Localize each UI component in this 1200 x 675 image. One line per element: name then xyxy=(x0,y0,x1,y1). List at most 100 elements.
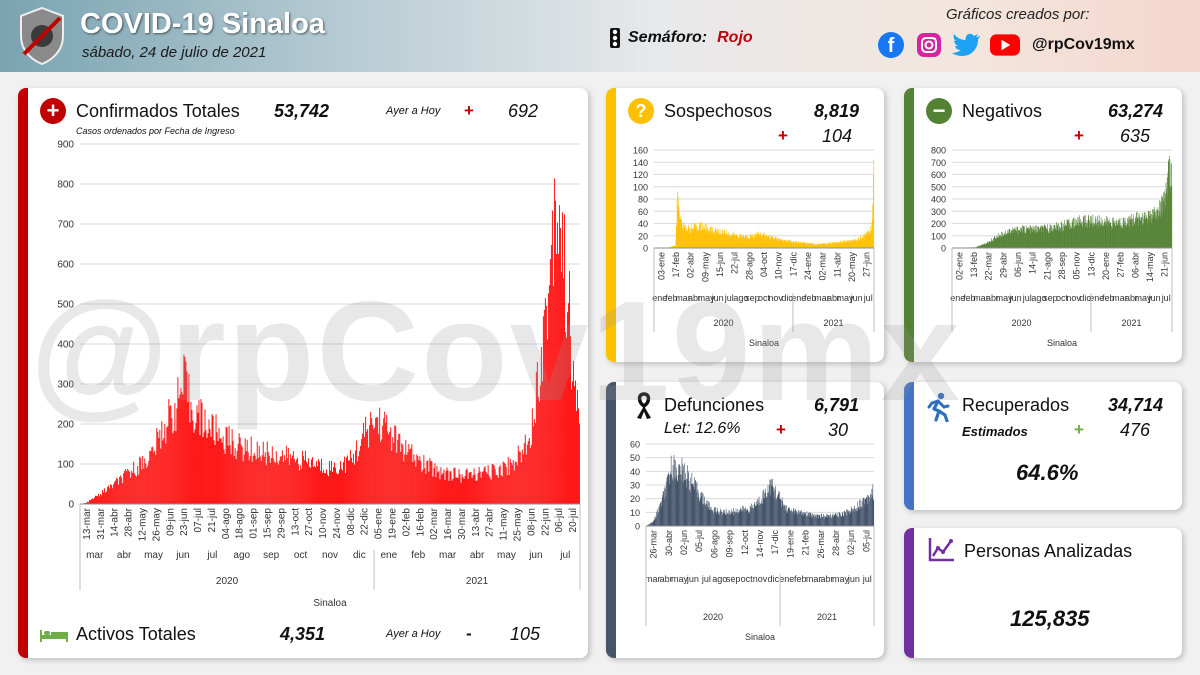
bar xyxy=(999,236,1000,248)
bar xyxy=(862,234,864,248)
bar xyxy=(872,203,874,248)
twitter-handle[interactable]: @rpCov19mx xyxy=(1032,36,1135,53)
negativos-title: Negativos xyxy=(962,101,1043,121)
bar xyxy=(1025,228,1027,248)
bar xyxy=(866,230,868,248)
bar xyxy=(679,218,681,248)
bar xyxy=(849,511,851,526)
bar xyxy=(1036,231,1038,248)
bar xyxy=(729,510,731,526)
month-label: ene xyxy=(791,293,806,303)
bar xyxy=(694,224,695,248)
bar xyxy=(1134,224,1135,248)
bar xyxy=(711,234,713,248)
bar xyxy=(695,482,697,526)
bar xyxy=(715,511,717,526)
month-label: oct xyxy=(1056,293,1069,303)
bar xyxy=(269,462,271,504)
bar xyxy=(846,515,848,526)
year-label: 2020 xyxy=(216,576,239,587)
bar xyxy=(148,460,150,504)
bar xyxy=(722,513,724,526)
bar xyxy=(471,478,473,504)
bar xyxy=(562,278,564,504)
bar xyxy=(733,510,735,526)
bar xyxy=(983,244,984,248)
bar xyxy=(1067,220,1069,248)
bar xyxy=(872,205,873,248)
bar xyxy=(1011,230,1013,248)
bar xyxy=(752,235,753,248)
bar xyxy=(1156,209,1158,248)
bar xyxy=(844,240,845,248)
bar xyxy=(486,473,488,504)
bar xyxy=(721,511,723,526)
bar xyxy=(163,437,165,504)
social-links: f @rpCov19mx xyxy=(876,30,1135,60)
bar xyxy=(1067,219,1069,248)
bar xyxy=(1010,231,1012,248)
bar xyxy=(667,476,669,526)
bar xyxy=(865,498,867,526)
bar xyxy=(1048,233,1050,248)
bar xyxy=(701,223,703,248)
bar xyxy=(821,244,823,248)
bar xyxy=(1162,196,1163,248)
negativos-delta: 635 xyxy=(1120,126,1151,146)
bar xyxy=(393,442,395,504)
bar xyxy=(779,240,780,248)
bar xyxy=(1037,226,1039,248)
bar xyxy=(1120,224,1122,248)
bar xyxy=(742,505,743,526)
bar xyxy=(994,236,996,248)
twitter-icon[interactable] xyxy=(952,30,982,60)
bar xyxy=(734,234,736,248)
bar xyxy=(1130,219,1132,248)
x-tick-label: 04-ago xyxy=(221,508,232,540)
x-tick-label: 02-jun xyxy=(846,530,856,555)
bar xyxy=(289,453,291,504)
bar xyxy=(1125,225,1127,248)
bar xyxy=(854,239,856,248)
activos-total: 4,351 xyxy=(280,624,326,644)
bar xyxy=(728,514,729,526)
bar xyxy=(1013,229,1015,248)
bar xyxy=(688,227,690,248)
bar xyxy=(508,474,510,504)
facebook-icon[interactable]: f xyxy=(876,30,906,60)
bar xyxy=(329,460,330,504)
bar xyxy=(1116,219,1117,248)
bar xyxy=(1105,225,1106,248)
defunciones-card: Defunciones 6,791 Let: 12.6% + 30 0 10 20 3… xyxy=(606,382,884,658)
bar xyxy=(739,511,740,526)
bar xyxy=(514,461,516,504)
bar xyxy=(97,496,99,504)
bar xyxy=(1019,227,1021,248)
bar xyxy=(1115,225,1116,248)
bar xyxy=(803,243,804,248)
bar xyxy=(718,232,720,248)
bar xyxy=(100,494,102,504)
y-tick-label: 100 xyxy=(57,460,74,471)
bar xyxy=(499,465,501,504)
bar xyxy=(857,510,858,526)
bar xyxy=(859,240,860,248)
instagram-icon[interactable] xyxy=(914,30,944,60)
youtube-icon[interactable] xyxy=(990,30,1020,60)
bar xyxy=(841,242,843,248)
bar xyxy=(757,234,758,248)
bar xyxy=(723,235,725,248)
bar xyxy=(717,228,719,248)
bar xyxy=(801,514,803,526)
bar xyxy=(649,523,650,526)
bar xyxy=(689,230,690,248)
bar xyxy=(803,241,804,248)
bar xyxy=(1139,218,1141,248)
bar xyxy=(852,242,854,248)
bar xyxy=(659,507,661,526)
bar xyxy=(847,240,849,248)
bar xyxy=(1049,232,1050,248)
bar xyxy=(249,456,251,504)
bar xyxy=(719,228,721,248)
bar xyxy=(828,243,830,248)
